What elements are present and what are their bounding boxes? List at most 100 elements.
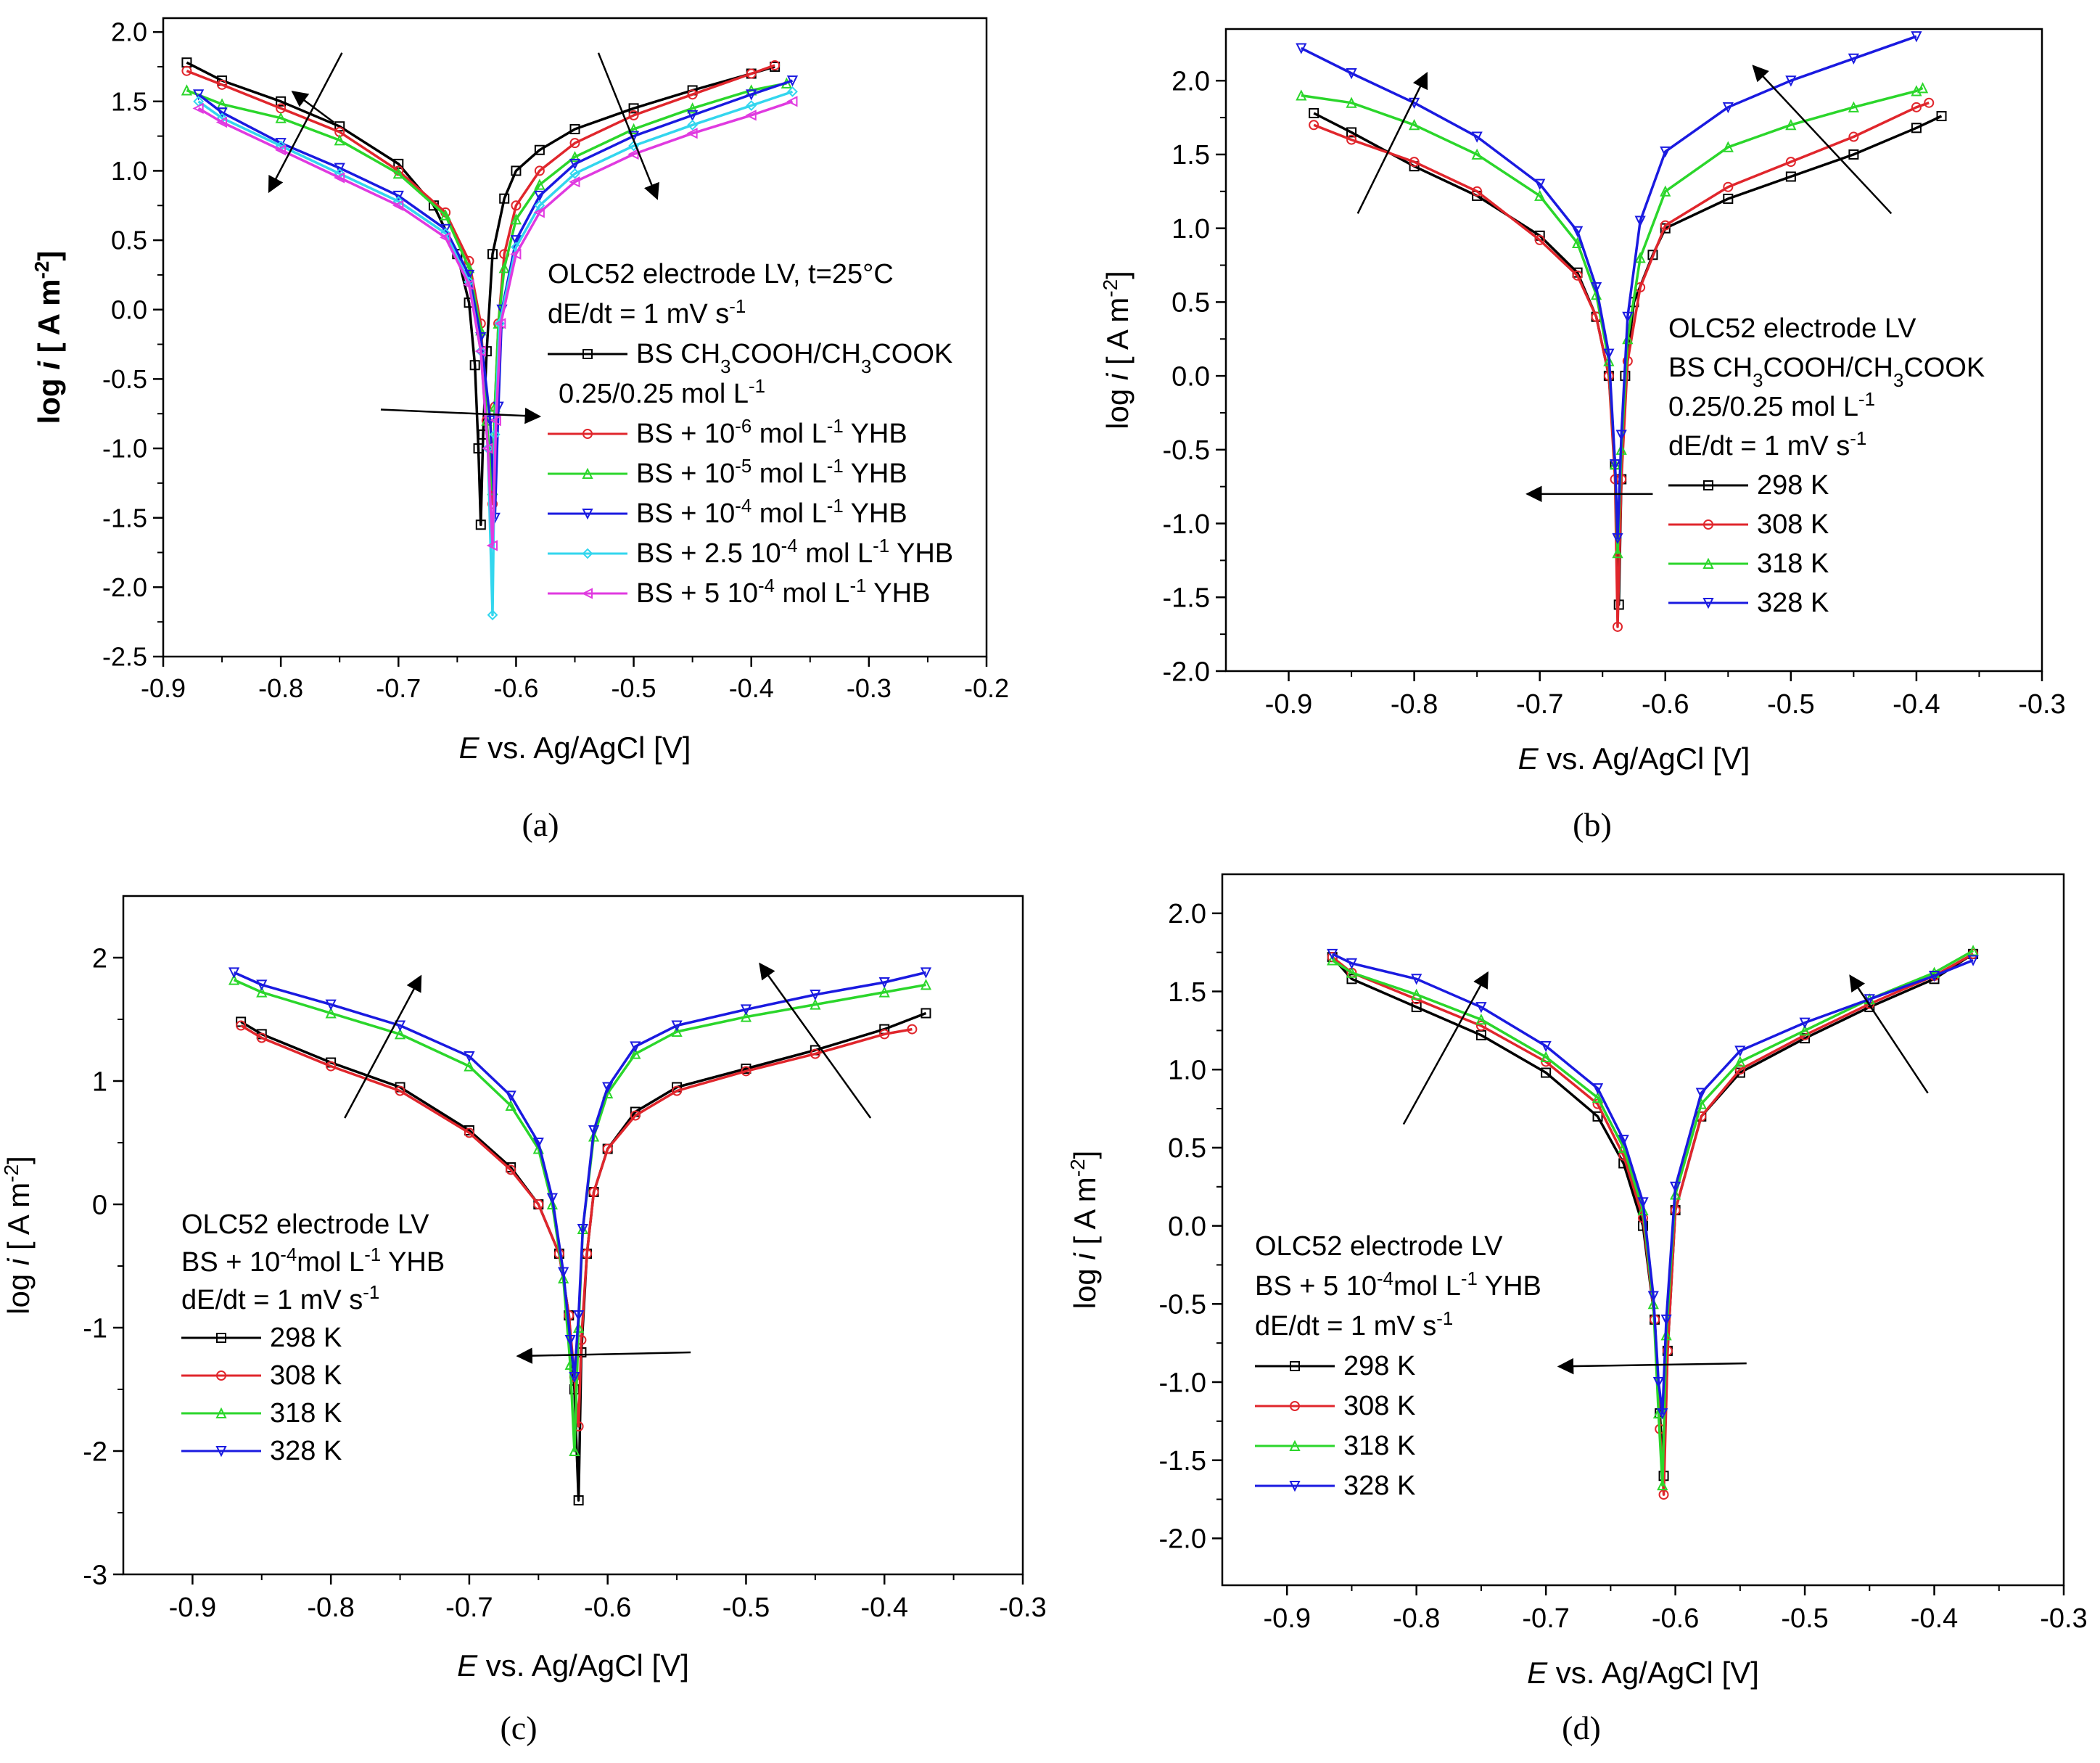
y-axis-label: log i [ A m-2] (1066, 1151, 1103, 1310)
x-tick-label: -0.6 (1642, 689, 1689, 720)
plot-frame (1224, 28, 2043, 673)
data-point (1722, 141, 1734, 152)
series-2 (1327, 945, 1979, 1491)
data-point (1848, 131, 1859, 142)
data-point (687, 110, 699, 122)
data-point (630, 1048, 641, 1059)
data-point (392, 190, 404, 202)
data-point (558, 1267, 569, 1278)
data-point (463, 279, 474, 290)
data-point (215, 116, 228, 128)
data-point (746, 100, 757, 111)
data-point (628, 140, 639, 152)
y-tick-label: 2.0 (1172, 67, 1210, 97)
data-point (1541, 1067, 1552, 1078)
data-point (1634, 252, 1646, 263)
y-tick-label: 2 (92, 943, 107, 974)
data-point (1799, 1024, 1811, 1036)
y-tick-label: -1 (83, 1313, 107, 1344)
data-point (326, 1061, 337, 1072)
legend: OLC52 electrode LV, t=25°C dE/dt = 1 mV s… (548, 259, 953, 609)
data-point (602, 1082, 614, 1093)
y-axis-label: log i [ A m-2] (1099, 271, 1135, 430)
data-point (1475, 1020, 1486, 1031)
trend-arrow (1849, 974, 1929, 1094)
y-tick-label: -2 (83, 1437, 107, 1467)
data-point (275, 112, 287, 123)
trend-arrow (291, 91, 334, 123)
data-point (532, 1138, 544, 1149)
data-point (392, 200, 404, 211)
legend-marker (1703, 480, 1713, 490)
data-point (630, 1110, 641, 1121)
data-point (1734, 1064, 1745, 1075)
y-tick-label: 1 (92, 1067, 107, 1097)
data-point (1723, 181, 1734, 192)
y-tick-label: 1.5 (1172, 140, 1210, 170)
data-point (687, 119, 699, 131)
data-point (573, 1310, 585, 1322)
data-point (577, 1224, 588, 1236)
legend-label: BS + 2.5 10-4 mol L-1 YHB (636, 536, 953, 569)
data-point (392, 168, 404, 179)
y-tick-label: 1.0 (1168, 1056, 1206, 1086)
data-point (1346, 96, 1357, 108)
data-point (1637, 1197, 1649, 1209)
data-point (506, 1164, 516, 1175)
data-point (1622, 311, 1634, 323)
y-tick-label: -2.5 (102, 642, 147, 672)
legend-label: 318 K (1343, 1431, 1415, 1461)
legend-label: 298 K (1757, 470, 1829, 501)
x-tick-label: -0.4 (729, 673, 774, 703)
data-point (630, 1041, 641, 1053)
x-tick-label: -0.6 (1652, 1603, 1699, 1634)
x-tick-label: -0.8 (1391, 689, 1438, 720)
data-point (1657, 1408, 1668, 1420)
data-point (745, 110, 757, 121)
y-tick-label: 0.0 (111, 295, 147, 324)
data-point (217, 79, 228, 90)
data-point (256, 979, 268, 991)
y-tick-label: 1.0 (1172, 214, 1210, 244)
data-point (1660, 146, 1671, 158)
y-tick-label: 2.0 (1168, 899, 1206, 929)
legend-marker (1289, 1439, 1301, 1451)
data-point (1475, 1014, 1487, 1025)
data-point (1471, 148, 1483, 160)
legend: OLC52 electrode LV BS + 10-4mol L-1 YHB dE… (181, 1209, 445, 1466)
data-point (487, 609, 498, 621)
data-point (569, 168, 580, 179)
y-tick-label: -2.0 (102, 572, 147, 602)
data-point (236, 1020, 247, 1031)
data-point (464, 1060, 475, 1072)
data-point (569, 1444, 580, 1456)
data-point (1785, 157, 1796, 168)
x-tick-label: -0.7 (445, 1593, 493, 1623)
data-point (564, 1335, 576, 1347)
y-tick-label: -1.5 (102, 503, 147, 533)
data-point (1471, 131, 1483, 143)
data-point (1647, 1291, 1659, 1302)
series-line (1301, 86, 1924, 554)
legend-label: 0.25/0.25 mol L-1 (559, 377, 765, 409)
data-point (1615, 430, 1627, 441)
data-point (1346, 127, 1357, 138)
legend-marker (582, 429, 593, 439)
data-point (740, 1004, 752, 1016)
data-point (1785, 119, 1797, 131)
data-point (474, 345, 486, 357)
y-tick-label: -1.0 (1159, 1368, 1206, 1398)
x-tick-label: -0.5 (1781, 1603, 1828, 1634)
data-point (228, 974, 240, 985)
data-point (1327, 948, 1338, 961)
series-1 (1327, 948, 1979, 1500)
legend-label: BS + 10-4 mol L-1 YHB (636, 496, 907, 529)
y-axis-label: log i [ A m-2] (30, 251, 67, 424)
x-tick-label: -0.9 (1263, 1603, 1310, 1634)
data-point (810, 998, 821, 1010)
data-point (1848, 101, 1860, 112)
trend-arrow (597, 52, 659, 200)
data-point (1534, 189, 1546, 201)
data-point (1590, 282, 1602, 294)
series-line (186, 61, 775, 527)
